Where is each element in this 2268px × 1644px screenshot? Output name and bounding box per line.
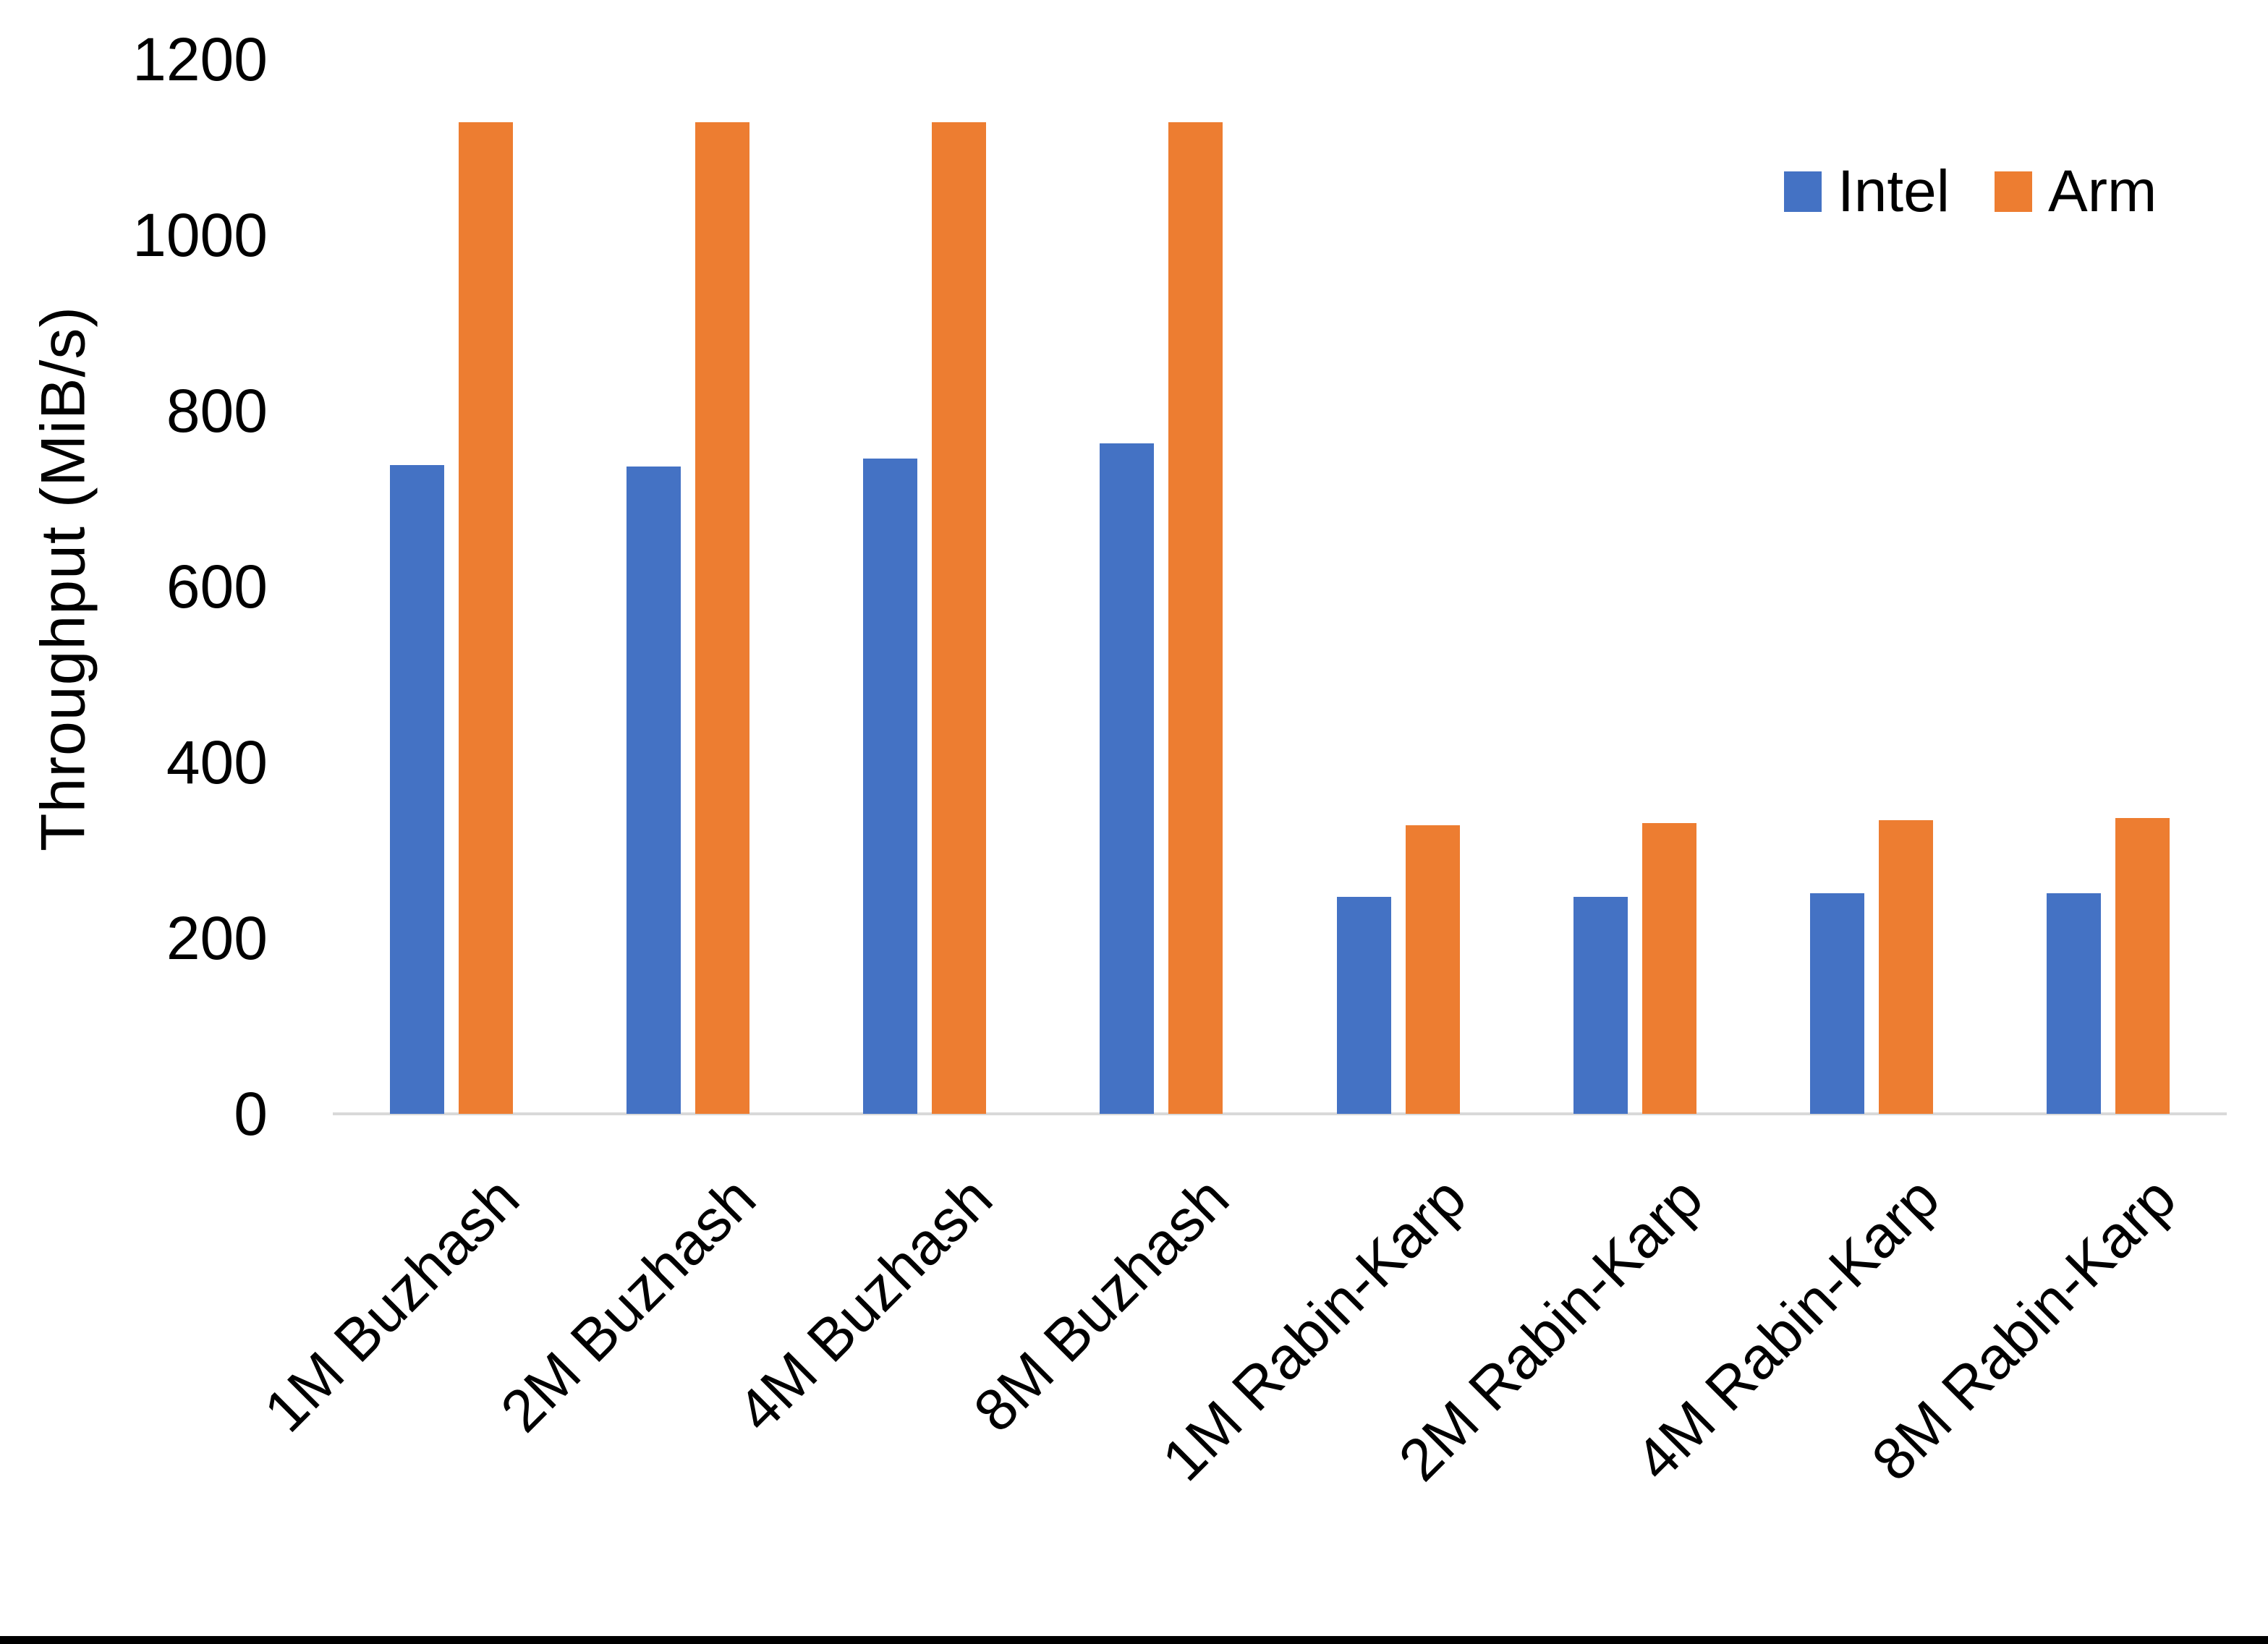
bar-arm-2m-buzhash [695,122,749,1114]
bar-arm-1m-rabin-karp [1405,825,1460,1114]
x-axis-label-2m-rabin-karp: 2M Rabin-Karp [1386,1164,1715,1494]
y-tick-label-200: 200 [166,904,268,972]
bar-intel-1m-rabin-karp [1336,896,1391,1114]
bar-intel-8m-rabin-karp [2047,893,2102,1114]
legend-item-arm: Arm [1995,162,2157,221]
bar-intel-1m-buzhash [389,465,444,1114]
bottom-border [0,1636,2268,1644]
legend-item-intel: Intel [1784,162,1950,221]
legend-swatch-intel [1784,171,1822,212]
y-axis-title: Throughput (MiB/s) [28,305,98,852]
bar-arm-2m-rabin-karp [1641,822,1696,1114]
legend-label-intel: Intel [1838,158,1950,224]
bar-arm-8m-buzhash [1168,122,1223,1114]
x-axis-label-4m-rabin-karp: 4M Rabin-Karp [1623,1164,1953,1494]
bar-arm-4m-buzhash [932,122,987,1114]
plot-area [333,59,2227,1115]
bar-intel-2m-rabin-karp [1573,896,1628,1114]
y-tick-label-1200: 1200 [132,25,268,93]
y-tick-label-1000: 1000 [132,201,268,269]
x-axis-label-8m-buzhash: 8M Buzhash [961,1164,1242,1445]
legend: Intel Arm [1784,162,2157,221]
y-tick-label-0: 0 [234,1080,268,1148]
y-tick-label-800: 800 [166,377,268,445]
bar-intel-8m-buzhash [1100,443,1155,1114]
bar-arm-8m-rabin-karp [2115,817,2170,1114]
x-axis-label-1m-rabin-karp: 1M Rabin-Karp [1150,1164,1479,1494]
bar-intel-2m-buzhash [626,466,681,1114]
x-axis-label-1m-buzhash: 1M Buzhash [251,1164,532,1445]
y-tick-label-400: 400 [166,728,268,796]
bar-intel-4m-buzhash [863,458,918,1114]
bar-intel-4m-rabin-karp [1810,893,1865,1114]
legend-label-arm: Arm [2048,158,2157,224]
x-axis-label-2m-buzhash: 2M Buzhash [488,1164,768,1445]
x-axis-label-4m-buzhash: 4M Buzhash [725,1164,1006,1445]
legend-swatch-arm [1995,171,2032,212]
x-axis-label-8m-rabin-karp: 8M Rabin-Karp [1860,1164,2189,1494]
x-axis-line [333,1112,2227,1115]
bar-arm-4m-rabin-karp [1879,820,1934,1114]
y-tick-label-600: 600 [166,553,268,621]
bar-arm-1m-buzhash [458,122,513,1114]
